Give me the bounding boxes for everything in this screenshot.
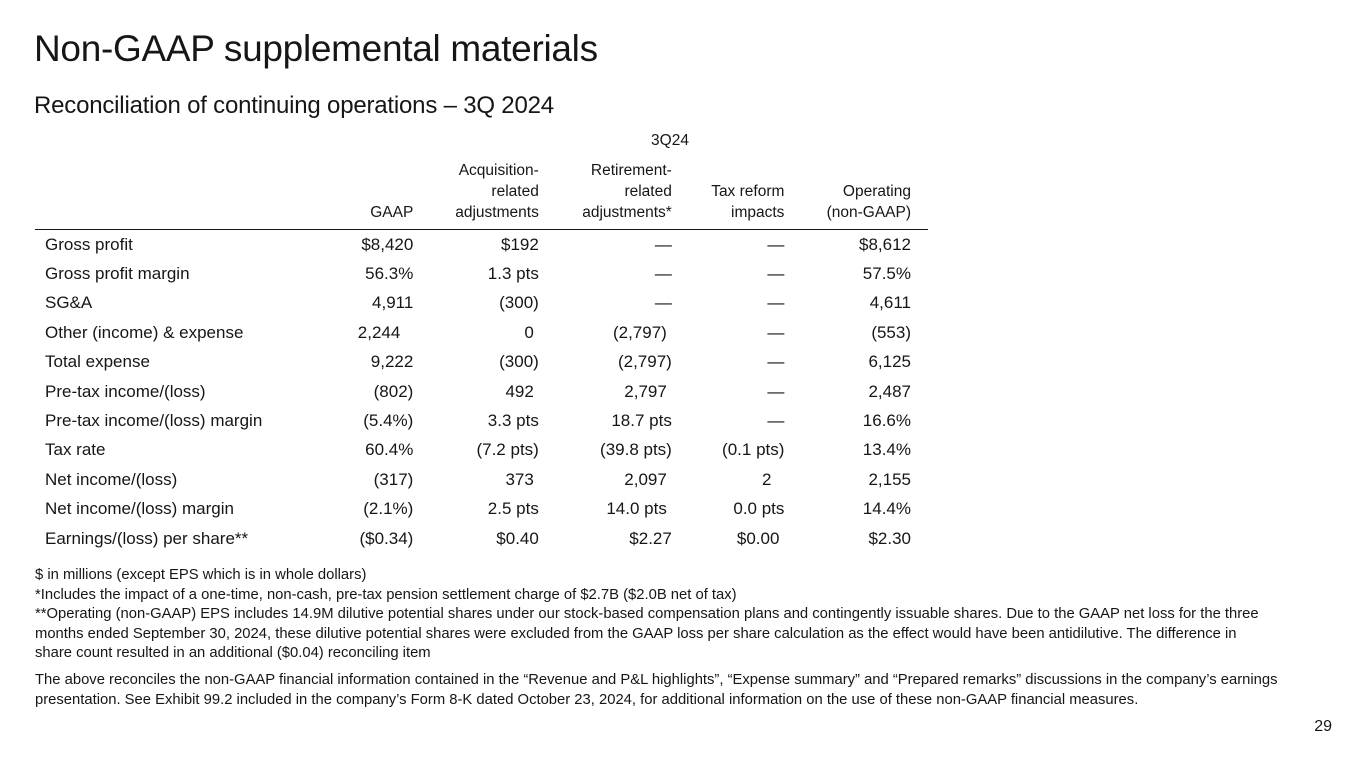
cell-value: 4,911 <box>372 293 414 313</box>
cell-value: 2,155 <box>868 469 911 489</box>
cell-value: $0.40 <box>496 528 539 548</box>
cell-value: 9,222 <box>370 352 414 372</box>
cell-value: (2,797) <box>612 322 667 342</box>
cell-value: 60.4% <box>365 440 414 460</box>
row-label: Tax rate <box>45 440 106 460</box>
row-label: Net income/(loss) <box>45 469 178 489</box>
cell-value: 16.6% <box>862 411 911 431</box>
cell-value: $2.30 <box>868 528 911 548</box>
cell-value: — <box>767 411 785 431</box>
cell-value: 2,244 <box>357 322 401 342</box>
disclaimer: The above reconciles the non-GAAP financ… <box>35 671 1278 708</box>
cell-value: 492 <box>505 381 534 401</box>
cell-value: — <box>654 264 672 284</box>
cell-value: 2,797 <box>624 381 667 401</box>
table-row: SG&A 4,911 (300) — — 4,611 <box>35 289 928 318</box>
cell-value: 57.5% <box>862 264 911 284</box>
cell-value: 2.5 pts <box>487 499 539 519</box>
cell-value: $2.27 <box>629 528 672 548</box>
cell-value: — <box>654 293 672 313</box>
footnote-retirement: *Includes the impact of a one-time, non-… <box>35 586 737 603</box>
cell-value: $8,420 <box>361 234 414 254</box>
cell-value: — <box>767 234 785 254</box>
row-label: Total expense <box>45 352 150 372</box>
cell-value: 0.0 pts <box>733 499 785 519</box>
column-header <box>35 160 340 230</box>
cell-value: (5.4%) <box>363 411 414 431</box>
cell-value: (802) <box>373 381 414 401</box>
cell-value: 14.4% <box>862 499 911 519</box>
row-label: Gross profit margin <box>45 264 190 284</box>
table-header-row: GAAP Acquisition- related adjustments Reti… <box>35 160 928 230</box>
cell-value: — <box>654 234 672 254</box>
table-row: Pre-tax income/(loss) (802) 492 2,797 — 2,487 <box>35 377 928 406</box>
cell-value: 6,125 <box>868 352 911 372</box>
row-label: Pre-tax income/(loss) margin <box>45 411 263 431</box>
cell-value: 0 <box>524 322 534 342</box>
cell-value: 18.7 pts <box>611 411 672 431</box>
row-label: Earnings/(loss) per share** <box>45 528 249 548</box>
cell-value: — <box>767 264 785 284</box>
table-row: Net income/(loss) (317) 373 2,097 2 2,155 <box>35 465 928 494</box>
cell-value: (300) <box>499 293 539 313</box>
row-label: Other (income) & expense <box>45 322 244 342</box>
row-label: Pre-tax income/(loss) <box>45 381 206 401</box>
cell-value: — <box>767 293 785 313</box>
table-row: Gross profit $8,420 $192 — — $8,612 <box>35 230 928 260</box>
period-header: 3Q24 <box>651 132 689 149</box>
cell-value: (39.8 pts) <box>600 440 672 460</box>
table-row: Pre-tax income/(loss) margin (5.4%) 3.3 pt… <box>35 406 928 435</box>
cell-value: 56.3% <box>365 264 414 284</box>
page-subtitle: Reconciliation of continuing operations … <box>34 92 554 119</box>
cell-value: $8,612 <box>859 234 911 254</box>
cell-value: $192 <box>501 234 539 254</box>
cell-value: — <box>767 322 785 342</box>
row-label: SG&A <box>45 293 93 313</box>
row-label: Gross profit <box>45 234 133 254</box>
footnote-eps: **Operating (non-GAAP) EPS includes 14.9… <box>35 606 1259 662</box>
page-title: Non-GAAP supplemental materials <box>34 28 598 69</box>
cell-value: — <box>767 381 785 401</box>
column-header: GAAP <box>339 160 431 230</box>
table-row: Other (income) & expense 2,244 0 (2,797) — (5… <box>35 318 928 347</box>
column-header: Acquisition- related adjustments <box>430 160 556 230</box>
cell-value: 2,097 <box>624 469 667 489</box>
page-number: 29 <box>1314 718 1332 735</box>
row-label: Net income/(loss) margin <box>45 499 234 519</box>
cell-value: (300) <box>499 352 539 372</box>
table-row: Net income/(loss) margin (2.1%) 2.5 pts 14.… <box>35 495 928 524</box>
cell-value: (2.1%) <box>363 499 414 519</box>
cell-value: (553) <box>871 322 911 342</box>
cell-value: (7.2 pts) <box>476 440 539 460</box>
footnotes: $ in millions (except EPS which is in wh… <box>35 566 1325 710</box>
table-row: Earnings/(loss) per share** ($0.34) $0.40 $… <box>35 524 928 553</box>
cell-value: 4,611 <box>869 293 911 313</box>
cell-value: (2,797) <box>617 352 672 372</box>
table-row: Gross profit margin 56.3% 1.3 pts — — 57.5% <box>35 259 928 288</box>
cell-value: — <box>767 352 785 372</box>
table-row: Tax rate 60.4% (7.2 pts) (39.8 pts) (0.1 pts… <box>35 436 928 465</box>
cell-value: 13.4% <box>862 440 911 460</box>
column-header: Retirement- related adjustments* <box>555 160 689 230</box>
cell-value: 1.3 pts <box>487 264 539 284</box>
column-header: Tax reform impacts <box>688 160 802 230</box>
cell-value: 14.0 pts <box>606 499 667 519</box>
cell-value: 2 <box>761 469 772 489</box>
reconciliation-table: GAAP Acquisition- related adjustments Reti… <box>35 160 928 553</box>
table-row: Total expense 9,222 (300) (2,797) — 6,125 <box>35 348 928 377</box>
cell-value: (317) <box>373 469 414 489</box>
cell-value: 2,487 <box>868 381 911 401</box>
column-header: Operating (non-GAAP) <box>801 160 928 230</box>
cell-value: 3.3 pts <box>487 411 539 431</box>
cell-value: ($0.34) <box>359 528 414 548</box>
cell-value: (0.1 pts) <box>722 440 785 460</box>
footnote-units: $ in millions (except EPS which is in wh… <box>35 567 367 583</box>
cell-value: $0.00 <box>736 528 780 548</box>
cell-value: 373 <box>505 469 534 489</box>
